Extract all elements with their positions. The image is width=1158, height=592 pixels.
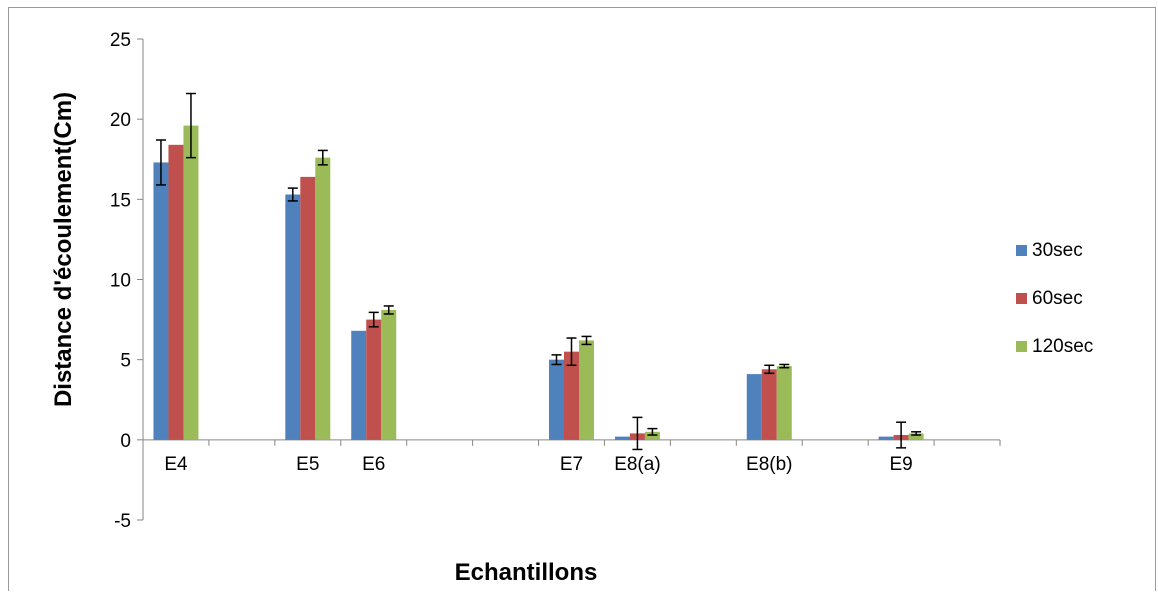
- x-tick-label-E8(a): E8(a): [614, 454, 660, 475]
- bar-30sec-E6: [351, 330, 367, 440]
- legend-swatch-120sec: [1016, 341, 1027, 352]
- y-axis-title: Distance d'écoulement(Cm): [50, 92, 77, 407]
- y-tick-label: 25: [110, 30, 131, 51]
- bar-120sec-E4: [183, 125, 199, 440]
- x-tick-label-E4: E4: [164, 454, 188, 475]
- legend-label-60sec: 60sec: [1032, 288, 1083, 309]
- x-tick-label-E7: E7: [560, 454, 583, 475]
- x-axis-title: Echantillons: [455, 559, 598, 586]
- bar-120sec-E5: [315, 157, 331, 440]
- legend-label-120sec: 120sec: [1032, 336, 1093, 357]
- x-tick-label-E5: E5: [296, 454, 319, 475]
- x-tick-label-E9: E9: [889, 454, 912, 475]
- y-tick-label: 10: [110, 271, 131, 292]
- y-tick-label: 20: [110, 110, 131, 131]
- y-tick-label: 0: [120, 431, 131, 452]
- y-tick-label: -5: [114, 511, 131, 532]
- bar-60sec-E6: [366, 319, 382, 440]
- bar-30sec-E8(a): [614, 436, 630, 440]
- legend-swatch-30sec: [1016, 245, 1027, 256]
- bar-120sec-E9: [908, 433, 924, 440]
- bar-30sec-E4: [153, 162, 169, 440]
- bar-60sec-E8(b): [761, 369, 777, 440]
- bar-60sec-E4: [168, 144, 184, 440]
- legend-swatch-60sec: [1016, 293, 1027, 304]
- bar-120sec-E8(a): [644, 431, 660, 440]
- bar-120sec-E8(b): [776, 366, 792, 440]
- bar-60sec-E5: [300, 176, 316, 440]
- bar-120sec-E6: [381, 309, 397, 440]
- legend-label-30sec: 30sec: [1032, 240, 1083, 261]
- x-tick-label-E8(b): E8(b): [746, 454, 792, 475]
- chart-marks: -5 0 5 10 15 20 25 E4 E5 E6 E7 E8(a) E8(b) E9 30sec 60s…: [110, 30, 1093, 532]
- bar-60sec-E7: [564, 351, 579, 440]
- bar-30sec-E5: [285, 194, 301, 440]
- bar-120sec-E7: [579, 340, 594, 440]
- bar-30sec-E7: [549, 359, 564, 440]
- bar-30sec-E9: [878, 436, 894, 440]
- x-tick-label-E6: E6: [362, 454, 385, 475]
- y-tick-label: 15: [110, 190, 131, 211]
- y-tick-label: 5: [120, 351, 131, 372]
- bar-30sec-E8(b): [746, 374, 762, 440]
- chart-frame: [8, 7, 1156, 591]
